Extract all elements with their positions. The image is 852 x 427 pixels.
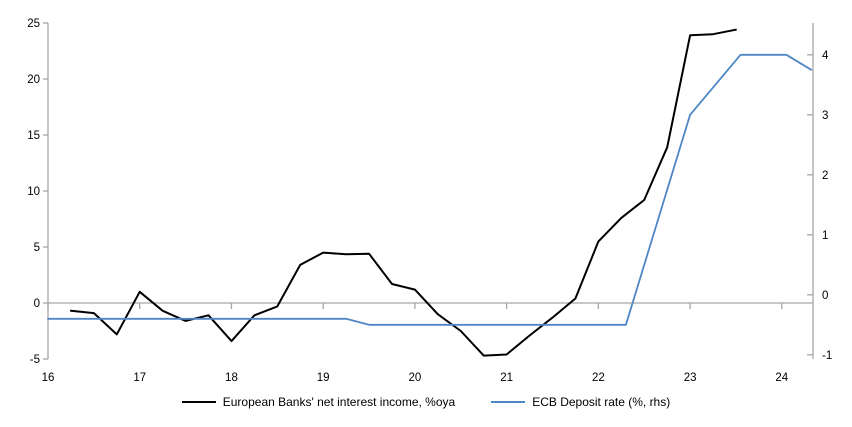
legend-item-nii: European Banks' net interest income, %oy…	[181, 395, 456, 409]
right-axis-tick-label: 3	[822, 110, 828, 122]
legend: European Banks' net interest income, %oy…	[0, 395, 852, 409]
left-axis-tick-label: 25	[27, 18, 40, 30]
ecb-deposit-rate-line-swatch	[491, 401, 526, 403]
right-axis-tick-label: 1	[822, 230, 828, 242]
left-axis-tick-label: 0	[34, 298, 40, 310]
nii-line-swatch	[181, 401, 216, 403]
x-axis-tick-label: 20	[409, 372, 422, 384]
right-axis-tick-label: 4	[822, 50, 829, 62]
nii-data-line	[69, 28, 737, 357]
right-axis-tick-label: 2	[822, 170, 828, 182]
left-axis-tick-label: -5	[30, 354, 40, 366]
ecb-deposit-rate-data-line	[47, 53, 813, 326]
x-axis-tick-label: 21	[500, 372, 513, 384]
x-axis-tick-label: 23	[684, 372, 697, 384]
x-axis-tick-label: 18	[225, 372, 238, 384]
left-axis-tick-label: 15	[27, 130, 40, 142]
x-axis-tick-label: 16	[42, 372, 55, 384]
x-axis-tick-label: 19	[317, 372, 330, 384]
x-axis-tick-label: 22	[592, 372, 605, 384]
nii-legend-label: European Banks' net interest income, %oy…	[222, 395, 456, 409]
ecb-deposit-rate-legend-label: ECB Deposit rate (%, rhs)	[532, 395, 671, 409]
right-axis-tick-label: 0	[822, 290, 828, 302]
legend-item-ecb-deposit-rate: ECB Deposit rate (%, rhs)	[491, 395, 670, 409]
left-axis-tick-label: 10	[27, 186, 40, 198]
right-axis-tick-label: -1	[822, 350, 832, 362]
left-axis-tick-label: 20	[27, 74, 40, 86]
left-axis-tick-label: 5	[34, 242, 40, 254]
x-axis-tick-label: 17	[133, 372, 146, 384]
x-axis-tick-label: 24	[775, 372, 788, 384]
